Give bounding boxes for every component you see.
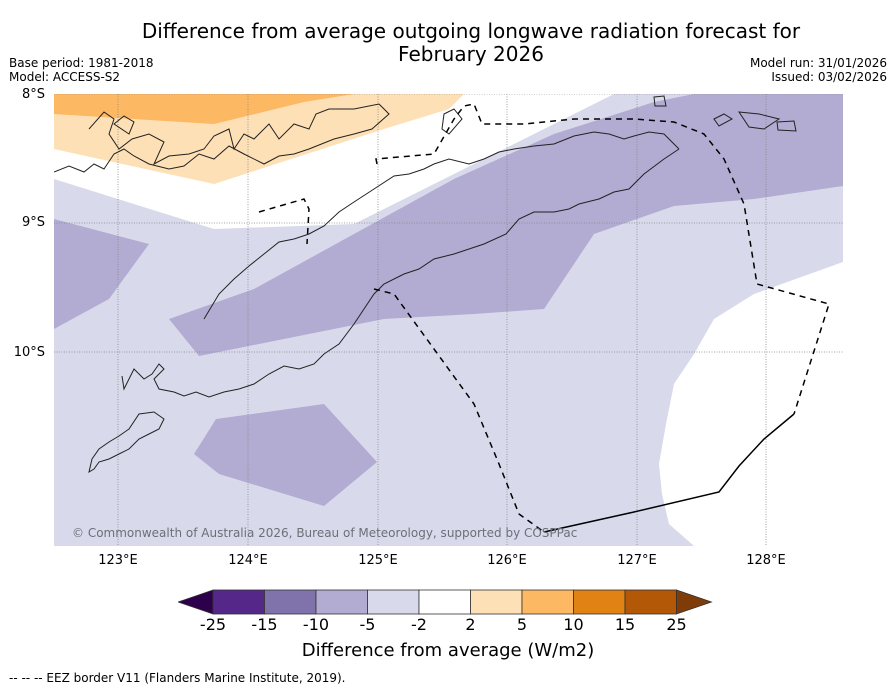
lon-label-126e: 126°E	[487, 553, 527, 568]
colorbar-label: Difference from average (W/m2)	[301, 640, 595, 661]
coast-northeast-island-3	[737, 111, 781, 130]
lon-label-125e: 125°E	[358, 553, 398, 568]
model-run: Model run: 31/01/2026	[749, 56, 887, 70]
region-purple-west	[54, 219, 149, 329]
colorbar-tick-label: -10	[302, 615, 330, 634]
region-orange	[54, 94, 354, 124]
coast-rote	[88, 411, 165, 474]
model-name: Model: ACCESS-S2	[9, 70, 121, 84]
eez-borders	[258, 103, 830, 533]
coast-wetar	[113, 115, 135, 135]
eez-border-south	[373, 288, 545, 533]
colorbar-segment	[418, 589, 471, 615]
region-purple-south	[194, 404, 377, 506]
coast-northeast-island-4	[776, 120, 797, 132]
base-period: Base period: 1981-2018	[9, 56, 154, 70]
lon-label-124e: 124°E	[228, 553, 268, 568]
colorbar-tick-label: -5	[359, 615, 376, 634]
colorbar-under-arrow	[178, 589, 214, 615]
coast-northeast-island-1	[653, 95, 667, 107]
meta-left: Base period: 1981-2018 Model: ACCESS-S2	[9, 56, 154, 84]
colorbar-tick-label: -2	[411, 615, 427, 634]
map-title-line1: Difference from average outgoing longwav…	[141, 19, 801, 43]
lat-label-10s: 10°S	[13, 345, 45, 360]
eez-footnote: -- -- -- EEZ border V11 (Flanders Marine…	[9, 671, 346, 685]
colorbar-tick-label: 25	[666, 615, 687, 634]
colorbar-tick-label: 2	[465, 615, 476, 634]
colorbar-segment	[367, 589, 420, 615]
coast-northeast-island-5	[441, 108, 463, 135]
lon-label-128e: 128°E	[746, 553, 786, 568]
copyright-notice: © Commonwealth of Australia 2026, Bureau…	[72, 526, 578, 540]
lon-label-127e: 127°E	[617, 553, 657, 568]
colorbar-tick-label: 5	[516, 615, 528, 634]
issued-date: Issued: 03/02/2026	[771, 70, 887, 84]
colorbar-segment	[212, 589, 265, 615]
colorbar-tick-label: 10	[563, 615, 584, 634]
lat-label-9s: 9°S	[21, 215, 45, 230]
colorbar-segment	[264, 589, 317, 615]
colorbar-segment	[315, 589, 368, 615]
colorbar-tick-label: 15	[614, 615, 636, 634]
lat-label-8s: 8°S	[21, 87, 45, 102]
coast-north-islands	[54, 103, 390, 173]
gridlines	[54, 94, 843, 546]
eez-border-solid	[543, 413, 795, 533]
coast-timor-north	[203, 131, 680, 320]
map-title: Difference from average outgoing longwav…	[0, 20, 896, 66]
colorbar-segment	[573, 589, 626, 615]
eez-border-north	[258, 198, 310, 245]
coastlines	[54, 95, 797, 474]
region-white-east	[659, 262, 843, 546]
colorbar-segment	[521, 589, 574, 615]
colorbar-over-arrow	[676, 589, 713, 615]
coast-timor-south	[121, 148, 680, 398]
region-purple-main	[169, 94, 843, 356]
colorbar	[178, 589, 713, 615]
coast-northeast-island-2	[713, 113, 733, 127]
lon-label-123e: 123°E	[98, 553, 138, 568]
colorbar-segment	[624, 589, 677, 615]
colorbar-tick-label: -15	[251, 615, 278, 634]
colorbar-tick-label: -25	[199, 615, 227, 634]
map-area[interactable]	[54, 94, 843, 546]
meta-right: Model run: 31/01/2026 Issued: 03/02/2026	[750, 56, 887, 84]
eez-border-central	[375, 103, 830, 415]
colorbar-segment	[470, 589, 523, 615]
map-title-line2: February 2026	[398, 42, 544, 66]
